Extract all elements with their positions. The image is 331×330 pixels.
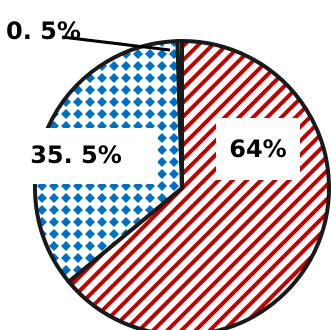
slice-1-label-box [216,118,300,180]
slice-2-label-box [27,128,158,184]
pie-slices [33,38,331,330]
pie-slice-1 [65,38,331,330]
slice-3-leader-line [61,35,171,52]
pie-slice-3 [175,38,184,189]
pie-labels: 64% 35. 5% 0. 5% [6,17,300,184]
slice-3-label: 0. 5% [6,17,81,45]
slice-2-label: 35. 5% [30,141,122,169]
slice-1-label: 64% [229,135,286,163]
